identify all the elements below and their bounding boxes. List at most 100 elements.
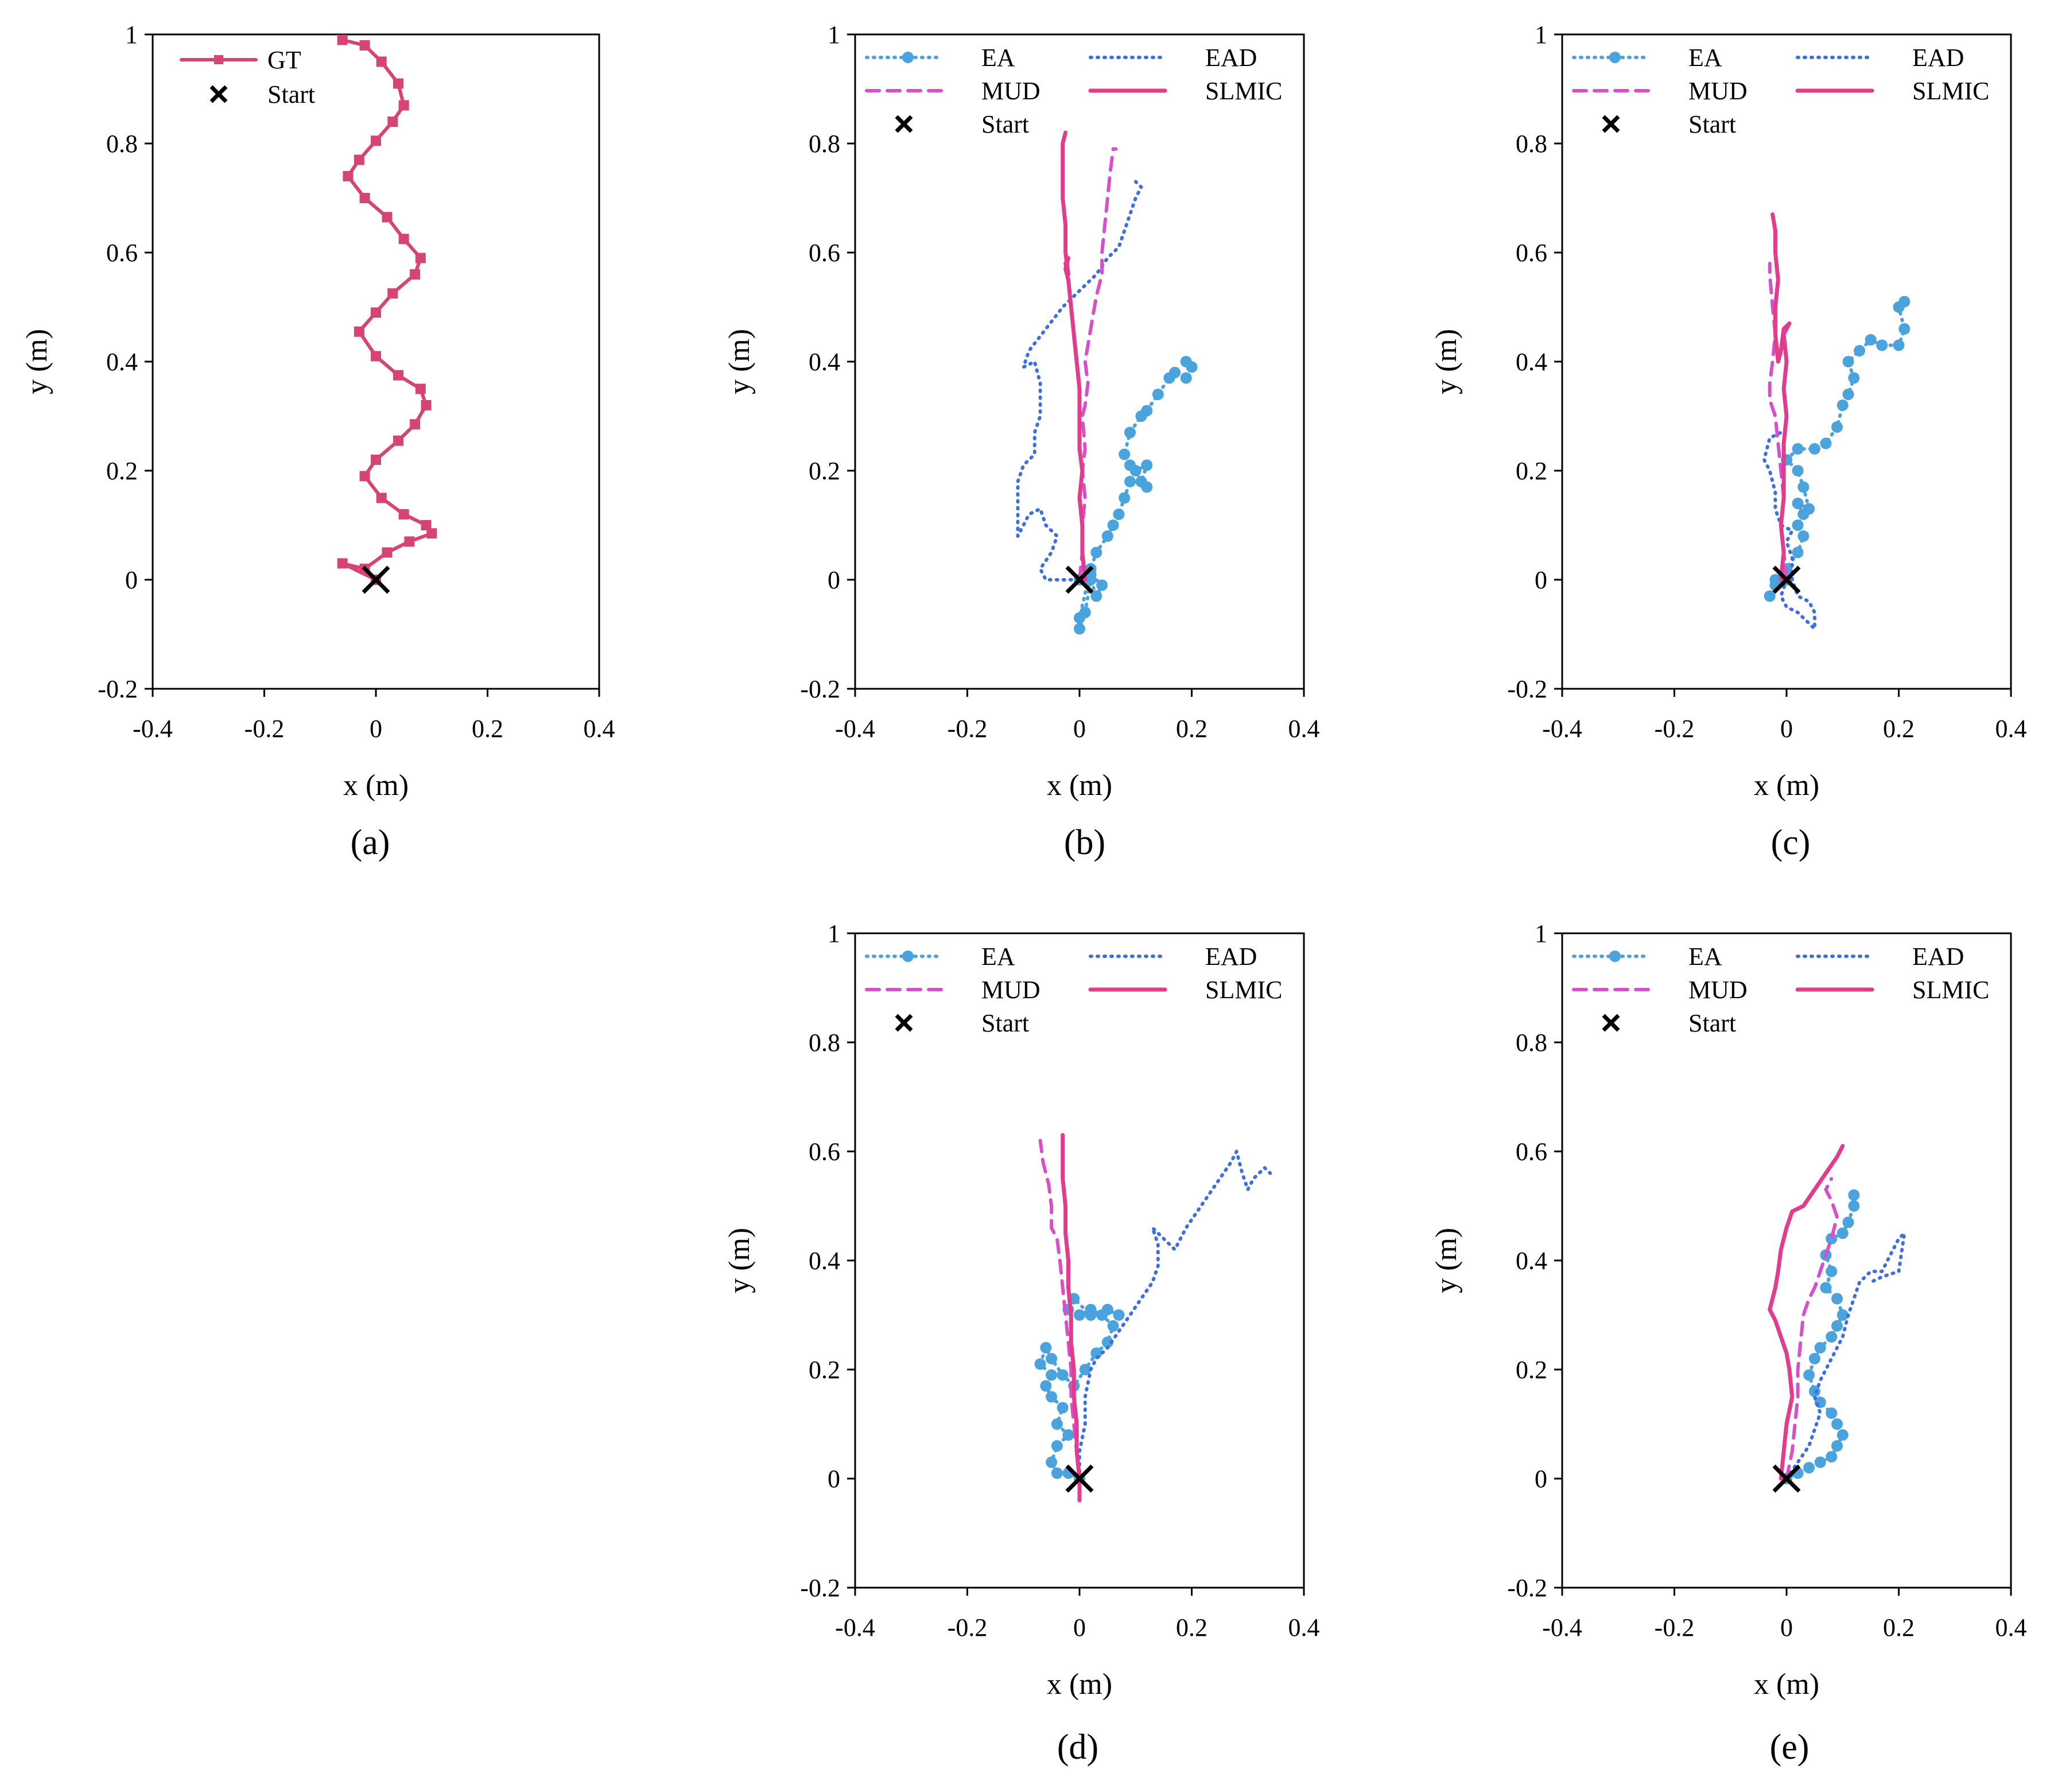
x-tick-label: 0.2 (1883, 715, 1915, 743)
series-gt-point (410, 269, 421, 280)
y-tick-label: 1 (1535, 21, 1547, 49)
legend-label: MUD (1688, 976, 1748, 1004)
series-ea-point (1141, 405, 1153, 417)
legend: EA EAD MUD SLMIC Start (865, 44, 1282, 138)
series-gt-point (393, 370, 403, 381)
x-axis-label: x (m) (1047, 1668, 1112, 1701)
y-tick-label: -0.2 (800, 675, 840, 703)
series-ea-point (1836, 1309, 1849, 1321)
legend-label: MUD (1688, 77, 1748, 105)
series-ea-point (1040, 1380, 1052, 1392)
y-axis-label: y (m) (1430, 329, 1463, 394)
series-mud-line (1768, 262, 1788, 581)
series-ea-point (1826, 1233, 1838, 1244)
series-gt-point (337, 558, 348, 569)
legend-marker-gt (214, 55, 223, 64)
y-tick-label: 0 (828, 1465, 840, 1493)
series-ea-point (1124, 476, 1136, 487)
start-marker (362, 565, 390, 594)
series-ea-point (1893, 339, 1905, 351)
y-tick-label: 0.6 (1516, 239, 1547, 267)
series-ea-point (1842, 356, 1854, 367)
chart-d: -0.4 -0.2 0 0.2 0.4 -0.2 0 0.2 0.4 0.6 0.8 1 x (m) y … (723, 920, 1320, 1767)
series-ea-point (1826, 1407, 1838, 1419)
series-gt-point (376, 56, 387, 67)
series-ea-point (1074, 623, 1085, 635)
y-tick-label: 0.2 (1516, 1356, 1547, 1384)
x-tick-label: 0.4 (1288, 1613, 1320, 1642)
x-tick-label: -0.2 (948, 715, 988, 743)
series-slmic-line (1770, 212, 1792, 582)
series-ea-point (1180, 372, 1192, 384)
x-tick-label: 0 (1073, 715, 1086, 743)
x-axis-label: x (m) (1047, 769, 1112, 802)
x-tick-label: 0.4 (1995, 715, 2027, 743)
y-tick-label: 0 (125, 566, 138, 594)
series-ea-point (1848, 372, 1860, 384)
series-ea-point (1096, 579, 1108, 591)
x-axis-label: x (m) (343, 769, 409, 802)
series-ea-point (1046, 1369, 1058, 1381)
series-ea-point (1057, 1369, 1069, 1381)
legend-label: EA (981, 44, 1015, 72)
legend: GT Start (180, 46, 315, 108)
legend-marker-ea (902, 951, 914, 962)
y-tick-label: 0.4 (809, 1247, 840, 1275)
series-ead-line (1016, 180, 1143, 581)
series-gt-point (354, 154, 364, 165)
series-ea-point (1842, 1216, 1854, 1228)
y-tick-label: 0.2 (106, 457, 138, 485)
series-gt-point (398, 100, 409, 111)
series-ea-point (1876, 339, 1888, 351)
series-gt-point (354, 326, 364, 337)
legend: EA EAD MUD SLMIC Start (1572, 942, 1989, 1037)
y-tick-label: 1 (125, 21, 138, 49)
chart-a: -0.4 -0.2 0 0.2 0.4 -0.2 0 0.2 0.4 0.6 0.8 1 x (m) y … (21, 21, 615, 862)
y-axis-label: y (m) (723, 329, 756, 394)
series-ea-point (1107, 519, 1119, 531)
series-ea-point (1046, 1456, 1058, 1468)
series-ea-point (1062, 1429, 1074, 1441)
series-ea-point (1836, 1429, 1849, 1441)
legend-label: EAD (1912, 942, 1964, 971)
series-ea-point (1085, 1309, 1097, 1321)
subfigure-caption: (c) (1771, 823, 1811, 862)
x-tick-label: -0.4 (835, 715, 875, 743)
series-ea-point (1764, 590, 1776, 602)
legend-label: Start (981, 110, 1029, 138)
series-gt-point (415, 253, 426, 263)
x-tick-label: 0.2 (1176, 1613, 1207, 1642)
series-ea-point (1046, 1391, 1058, 1403)
legend: EA EAD MUD SLMIC Start (865, 942, 1282, 1037)
series-ea-point (1836, 399, 1849, 411)
series-ea-point (1046, 1353, 1058, 1364)
y-tick-label: -0.2 (1507, 675, 1547, 703)
series-ea-point (1836, 1227, 1849, 1239)
legend-label: SLMIC (1205, 77, 1282, 105)
series-slmic-line (1061, 1133, 1082, 1503)
plot-frame (854, 33, 1305, 690)
series-ea-point (1113, 1309, 1125, 1321)
subfigure-caption: (d) (1057, 1728, 1098, 1767)
legend-start-marker-stroke (1602, 115, 1620, 133)
y-tick-label: 0 (1535, 1465, 1547, 1493)
series-ea-point (1831, 421, 1843, 433)
series-ea-point (1792, 443, 1804, 455)
subfigure-caption: (e) (1770, 1728, 1810, 1767)
legend-label: EAD (1912, 44, 1964, 72)
series-ea-point (1842, 389, 1854, 400)
series-gt-point (421, 400, 432, 410)
series-ea-point (1803, 503, 1815, 515)
series-ea-point (1101, 1304, 1113, 1316)
series-gt-point (404, 536, 415, 547)
y-tick-label: 0.4 (1516, 1247, 1547, 1275)
y-tick-label: 1 (1535, 920, 1547, 948)
series-slmic-line (1768, 1144, 1845, 1481)
series-ea-point (1107, 1320, 1119, 1332)
series-gt-point (398, 509, 409, 519)
y-tick-label: -0.2 (800, 1574, 840, 1602)
x-tick-label: 0 (1073, 1613, 1086, 1642)
series-ea-point (1826, 1451, 1838, 1463)
series-ea-point (1090, 546, 1102, 558)
